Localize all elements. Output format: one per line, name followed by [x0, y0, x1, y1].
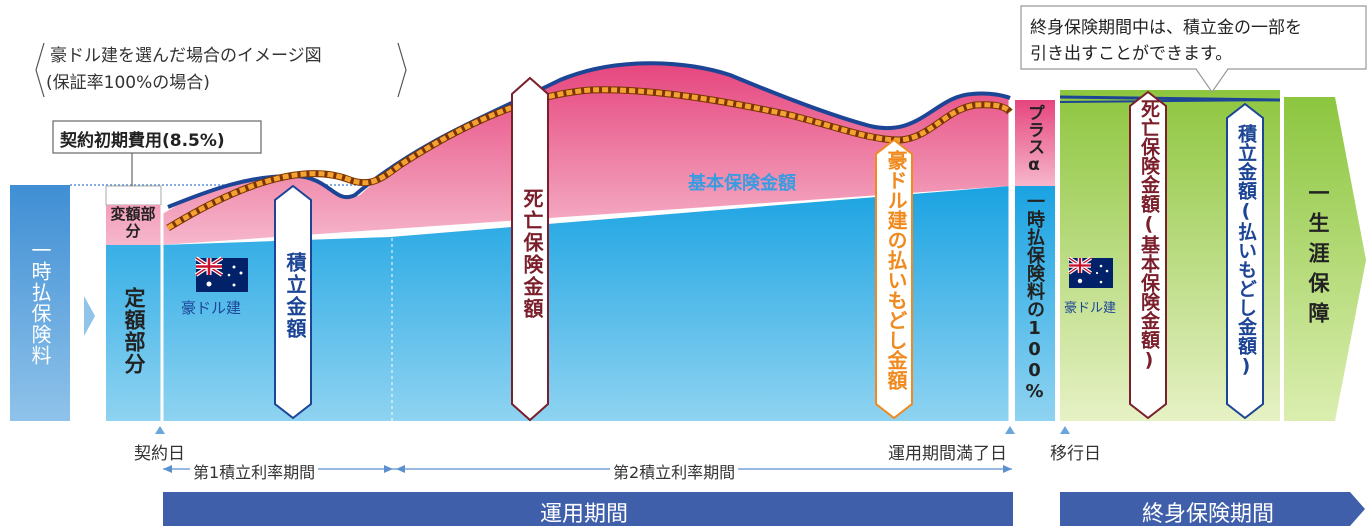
operation-period-label: 運用期間 — [540, 502, 629, 527]
lump-sum-label: 一時払保険料 — [28, 240, 52, 366]
operation-period-bar — [163, 492, 1013, 526]
accumulated-label: 積立金額 — [283, 252, 307, 340]
aud-refund-label: 豪ドル建の払いもどし金額 — [884, 150, 908, 390]
initial-cost-callout — [52, 120, 262, 154]
death-base-label: 死亡保険金額(基本保険金額) — [1138, 99, 1160, 371]
lifetime-label: 一生涯保障 — [1306, 182, 1330, 332]
refund-curve-dash — [166, 87, 1012, 231]
lifetime-arrow — [1284, 97, 1366, 421]
variable-part-text: 変額部分 — [110, 205, 156, 240]
premium-100-label: 一時払保険料の100% — [1024, 192, 1045, 402]
fixed-area — [106, 186, 1010, 421]
period2-label: 第2積立利率期間 — [610, 459, 739, 483]
initial-cost-box — [105, 185, 162, 206]
transition-day-marker — [1060, 426, 1070, 434]
contract-day-label: 契約日 — [134, 444, 185, 464]
aud-label-lifetime: 豪ドル建 — [1064, 301, 1117, 316]
variable-area — [106, 61, 1010, 245]
period2-arrow-left-head — [396, 465, 405, 473]
base-insured-label: 基本保険金額 — [688, 173, 796, 194]
period1-arrow-right-head — [384, 465, 393, 473]
lifetime-period-bar — [1060, 492, 1365, 526]
callout-line2: 引き出すことができます。 — [1030, 44, 1233, 64]
lifetime-accum-line — [1059, 99, 1281, 103]
initial-cost-label: 契約初期費用(8.5%) — [60, 131, 225, 151]
accum-refund-hexagon — [1226, 102, 1264, 420]
period2-arrow-right-head — [1003, 465, 1012, 473]
refund-hexagon — [875, 138, 913, 420]
death-benefit-hexagon — [511, 76, 549, 422]
fixed-part-label: 定額部分 — [122, 287, 146, 375]
lump-sum-arrow-icon — [84, 296, 95, 336]
transition-day-label: 移行日 — [1050, 444, 1101, 464]
caption-left-bracket — [35, 42, 45, 98]
death-base-hexagon — [1129, 90, 1167, 420]
contract-day-marker — [155, 426, 165, 434]
lump-sum-premium-bar — [10, 185, 70, 421]
accumulated-hexagon — [274, 184, 312, 420]
premium-100-box — [1015, 186, 1055, 421]
aud-label: 豪ドル建 — [181, 299, 242, 317]
period1-label: 第1積立利率期間 — [190, 459, 319, 483]
variable-part-label: 変額部分 — [108, 206, 158, 240]
plus-alpha-label: プラスα — [1024, 104, 1044, 175]
maturity-day-marker — [1005, 426, 1015, 434]
caption-line2: (保証率100%の場合) — [46, 73, 210, 93]
caption-right-bracket — [397, 42, 407, 98]
callout-line1: 終身保険期間中は、積立金の一部を — [1030, 18, 1302, 38]
plus-alpha-box — [1015, 100, 1055, 186]
maturity-day-label: 運用期間満了日 — [888, 444, 1007, 464]
death-benefit-curve — [167, 61, 1011, 209]
death-benefit-label: 死亡保険金額 — [520, 188, 544, 320]
accum-refund-label: 積立金額(払いもどし金額) — [1235, 124, 1257, 377]
lifetime-period-label: 終身保険期間 — [1142, 502, 1275, 527]
period1-arrow-left-head — [163, 465, 172, 473]
caption-line1: 豪ドル建を選んだ場合のイメージ図 — [50, 46, 322, 66]
australia-flag-icon — [194, 256, 248, 292]
australia-flag-icon — [1068, 256, 1113, 288]
withdrawal-callout — [1020, 5, 1367, 94]
